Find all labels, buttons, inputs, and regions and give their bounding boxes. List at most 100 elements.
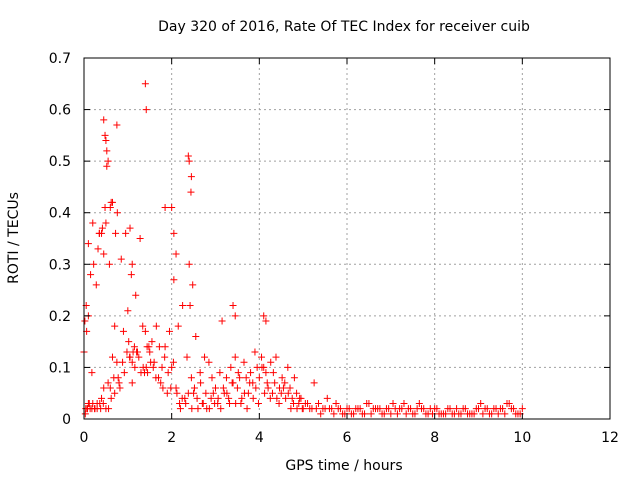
data-point: [252, 384, 260, 392]
data-point: [115, 379, 123, 387]
data-point: [184, 152, 192, 160]
data-point: [189, 281, 197, 289]
data-point: [87, 271, 95, 279]
data-point: [212, 384, 219, 392]
data-point: [112, 229, 120, 237]
data-point: [367, 410, 375, 418]
data-point: [111, 322, 119, 330]
data-point: [124, 307, 132, 315]
data-point: [459, 405, 467, 413]
data-point: [170, 276, 178, 284]
data-point: [271, 379, 279, 387]
data-point: [240, 358, 248, 366]
data-point: [152, 374, 160, 382]
data-point: [222, 374, 230, 382]
data-point: [105, 260, 113, 268]
data-point: [501, 410, 509, 418]
data-point: [168, 204, 176, 212]
data-point: [103, 147, 111, 155]
y-tick-label: 0.3: [49, 257, 71, 273]
data-point: [123, 348, 131, 356]
data-point: [234, 369, 242, 377]
data-point: [238, 394, 246, 402]
data-point: [126, 224, 134, 232]
data-point: [209, 389, 217, 397]
data-point: [275, 400, 283, 408]
data-point: [125, 338, 133, 346]
data-point: [219, 384, 227, 392]
data-point: [380, 410, 388, 418]
data-point: [288, 394, 296, 402]
data-point: [128, 379, 136, 387]
data-point: [261, 389, 269, 397]
data-point: [208, 374, 216, 382]
data-point: [92, 281, 100, 289]
data-point: [281, 379, 289, 387]
data-point: [130, 343, 138, 351]
data-point: [88, 369, 96, 377]
data-point: [485, 410, 493, 418]
data-point: [174, 322, 182, 330]
data-point: [192, 332, 200, 340]
y-tick-label: 0: [62, 412, 71, 428]
data-point: [178, 394, 186, 402]
x-tick-labels: 0 2 4 6 8 10 12: [80, 430, 619, 446]
data-point: [201, 353, 209, 361]
data-point: [332, 400, 340, 408]
data-point: [205, 358, 213, 366]
data-point: [490, 405, 498, 413]
data-point: [100, 384, 108, 392]
data-point: [131, 363, 139, 371]
data-point: [114, 374, 122, 382]
data-point: [229, 302, 237, 310]
data-point: [101, 131, 109, 139]
x-tick-label: 10: [513, 430, 531, 446]
data-point: [258, 363, 266, 371]
data-point: [169, 358, 177, 366]
data-point: [196, 369, 204, 377]
data-point: [323, 394, 331, 402]
data-point: [237, 400, 245, 408]
data-point: [284, 389, 292, 397]
data-point: [98, 224, 106, 232]
data-point: [89, 219, 97, 227]
data-point: [111, 389, 119, 397]
data-point: [227, 363, 235, 371]
data-point: [385, 405, 393, 413]
data-point: [99, 400, 107, 408]
data-point: [225, 394, 233, 402]
data-point: [477, 400, 485, 408]
data-point: [128, 260, 136, 268]
data-point: [211, 400, 219, 408]
data-point: [185, 260, 193, 268]
data-point: [217, 405, 225, 413]
data-point: [142, 363, 150, 371]
data-point: [163, 389, 171, 397]
data-point: [317, 410, 325, 418]
grid-lines: [84, 58, 610, 419]
data-point: [90, 260, 98, 268]
data-point: [188, 405, 196, 413]
data-point: [207, 394, 215, 402]
data-point: [133, 348, 141, 356]
data-point: [254, 400, 262, 408]
data-point: [233, 384, 241, 392]
data-point: [507, 405, 515, 413]
data-point: [183, 353, 191, 361]
data-point: [193, 394, 201, 402]
data-point: [199, 400, 207, 408]
data-point: [503, 400, 511, 408]
data-point: [205, 405, 213, 413]
data-point: [287, 405, 295, 413]
data-point: [272, 353, 280, 361]
data-point: [135, 353, 143, 361]
data-point: [197, 379, 205, 387]
data-point: [263, 379, 271, 387]
axis-ticks: [83, 57, 611, 420]
data-point: [119, 358, 127, 366]
data-point: [240, 389, 248, 397]
data-point: [262, 317, 270, 325]
x-axis-label: GPS time / hours: [285, 458, 402, 474]
data-point: [84, 240, 92, 248]
